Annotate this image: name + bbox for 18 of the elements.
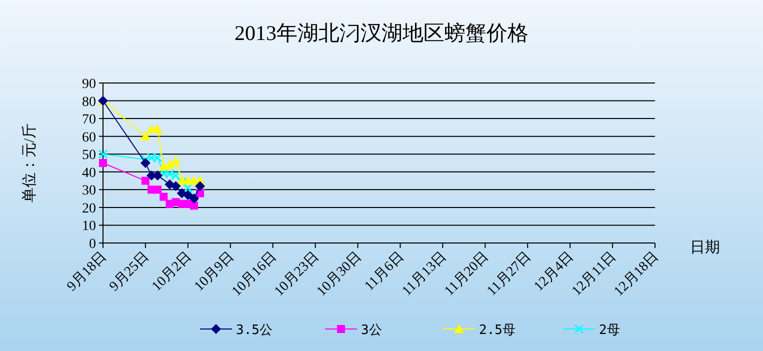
- y-tick-label: 70: [82, 112, 96, 128]
- y-tick-label: 20: [82, 201, 96, 216]
- x-axis-title: 日期: [690, 239, 720, 256]
- y-tick-label: 90: [82, 77, 96, 92]
- legend-label: 3公: [361, 323, 382, 338]
- y-tick-label: 40: [82, 166, 96, 181]
- y-tick-label: 0: [89, 237, 96, 252]
- y-axis-title: 单位：元/斤: [21, 123, 38, 203]
- y-tick-label: 50: [82, 148, 96, 164]
- chart-title: 2013年湖北汈汊湖地区螃蟹价格: [234, 21, 528, 45]
- y-tick-label: 10: [82, 219, 96, 234]
- legend-label: 2.5母: [479, 323, 516, 338]
- y-tick-label: 60: [82, 130, 96, 146]
- y-tick-label: 80: [82, 94, 96, 110]
- legend-label: 3.5公: [236, 323, 272, 338]
- y-tick-label: 30: [82, 184, 96, 199]
- legend-label: 2母: [599, 323, 620, 338]
- x-tick-label: 9月18日: [64, 249, 110, 294]
